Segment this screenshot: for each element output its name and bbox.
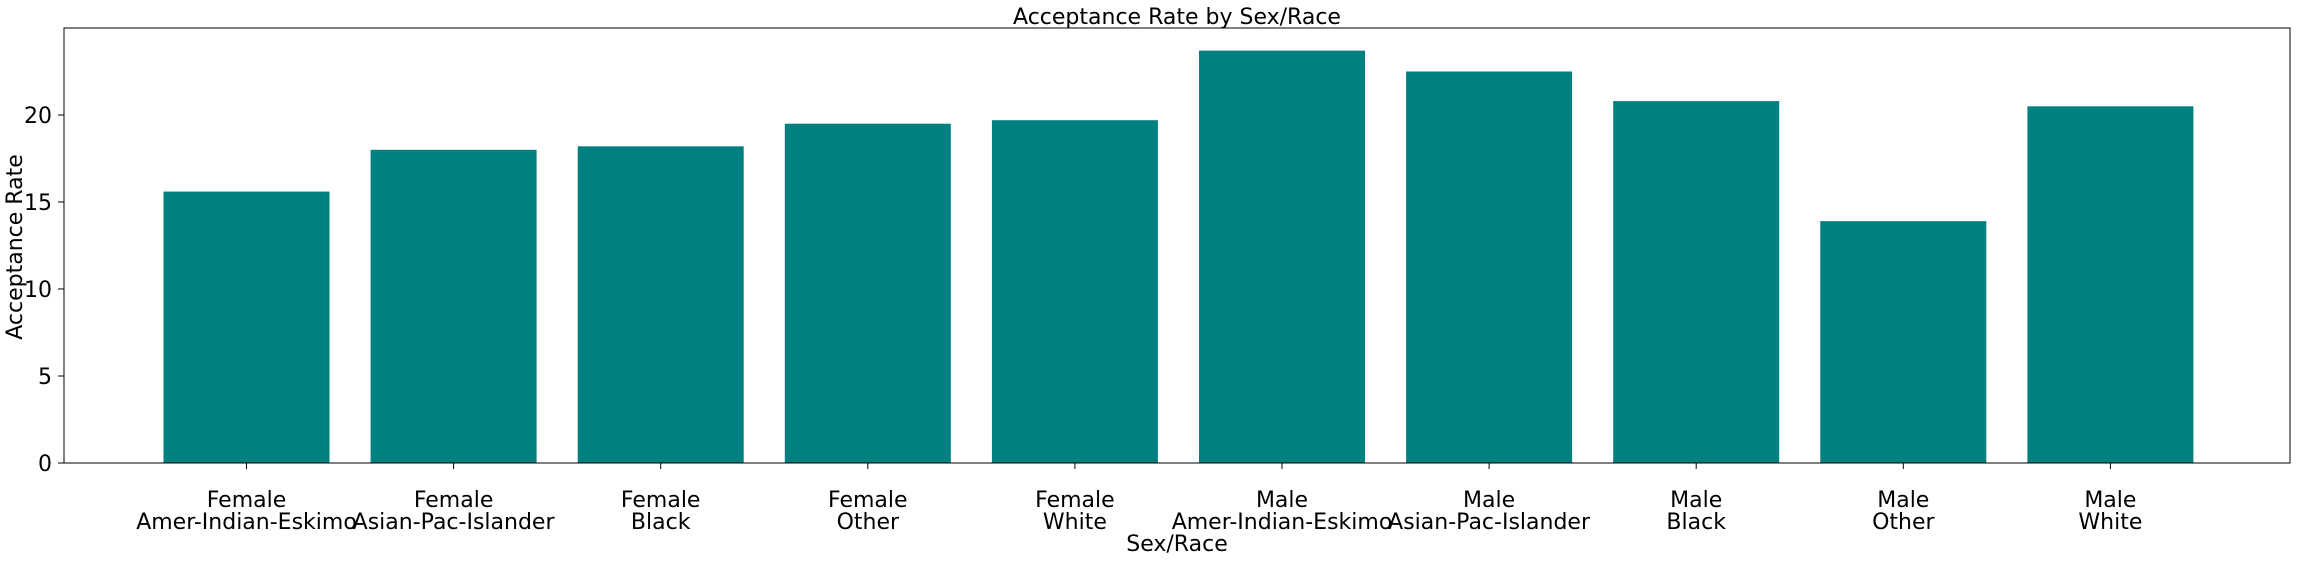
bar-0 bbox=[163, 191, 330, 463]
y-tick-label-2: 10 bbox=[24, 278, 52, 303]
x-tick-label-9: Male White bbox=[2078, 488, 2142, 535]
bar-6 bbox=[1406, 71, 1573, 463]
bar-2 bbox=[577, 146, 744, 463]
y-axis-label: Acceptance Rate bbox=[3, 154, 28, 339]
x-tick-label-2: Female Black bbox=[621, 488, 701, 535]
bar-1 bbox=[370, 149, 537, 464]
plot-frame bbox=[63, 27, 2291, 464]
bar-9 bbox=[2027, 106, 2194, 464]
x-tick-label-7: Male Black bbox=[1666, 488, 1726, 535]
bar-5 bbox=[1199, 50, 1365, 464]
bars-group bbox=[163, 50, 2194, 464]
bar-3 bbox=[784, 123, 951, 463]
x-tick-label-4: Female White bbox=[1035, 488, 1115, 535]
x-tick-label-3: Female Other bbox=[828, 488, 908, 535]
x-tick-label-8: Male Other bbox=[1872, 488, 1935, 535]
bar-7 bbox=[1613, 101, 1780, 463]
x-tick-label-6: Male Asian-Pac-Islander bbox=[1388, 488, 1591, 535]
y-tick-label-4: 20 bbox=[24, 104, 52, 129]
x-tick-label-5: Male Amer-Indian-Eskimo bbox=[1172, 488, 1393, 535]
y-tick-label-3: 15 bbox=[24, 191, 52, 216]
bar-8 bbox=[1820, 221, 1987, 463]
x-tick-label-0: Female Amer-Indian-Eskimo bbox=[136, 488, 357, 535]
x-tick-label-1: Female Asian-Pac-Islander bbox=[353, 488, 556, 535]
y-tick-label-0: 0 bbox=[38, 452, 52, 477]
chart-title: Acceptance Rate by Sex/Race bbox=[1013, 5, 1341, 30]
bar-4 bbox=[991, 120, 1158, 463]
x-axis-label: Sex/Race bbox=[1126, 532, 1227, 557]
y-axis: 0 5 10 15 20 bbox=[24, 104, 64, 477]
y-tick-label-1: 5 bbox=[38, 365, 52, 390]
